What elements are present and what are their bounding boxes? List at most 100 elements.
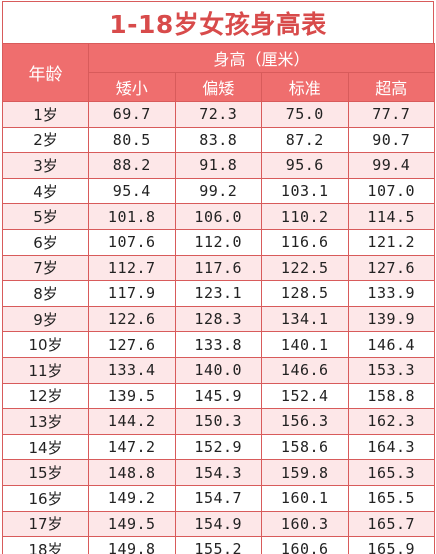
age-cell: 11岁: [2, 356, 89, 384]
table-row: 7岁 112.7 117.6 122.5 127.6: [2, 254, 436, 282]
table-row: 2岁 80.5 83.8 87.2 90.7: [2, 126, 436, 154]
age-cell: 9岁: [2, 305, 89, 333]
height-cell-tall: 153.3: [347, 356, 436, 384]
age-cell: 8岁: [2, 280, 89, 307]
height-cell-below-average: 154.9: [174, 510, 262, 538]
age-cell: 18岁: [2, 536, 89, 554]
height-cell-short: 107.6: [88, 228, 176, 256]
height-cell-short: 148.8: [88, 459, 176, 486]
height-cell-tall: 158.8: [347, 382, 436, 410]
height-cell-standard: 122.5: [261, 254, 349, 282]
height-cell-short: 69.7: [88, 101, 176, 128]
height-cell-tall: 121.2: [347, 228, 436, 256]
height-cell-standard: 158.6: [261, 433, 349, 461]
table-row: 18岁 149.8 155.2 160.6 165.9: [2, 536, 436, 554]
height-cell-below-average: 145.9: [174, 382, 262, 410]
height-cell-tall: 90.7: [347, 126, 436, 154]
age-cell: 10岁: [2, 331, 89, 358]
height-cell-below-average: 123.1: [174, 280, 262, 307]
column-header-standard: 标准: [261, 72, 349, 102]
height-cell-below-average: 133.8: [174, 331, 262, 358]
height-cell-tall: 162.3: [347, 408, 436, 435]
height-table: 年龄 身高（厘米） 矮小 偏矮 标准 超高 1岁 69.7 72.3 75.0 77.7…: [2, 43, 436, 554]
height-cell-short: 149.8: [88, 536, 176, 554]
table-row: 5岁 101.8 106.0 110.2 114.5: [2, 203, 436, 230]
height-cell-below-average: 150.3: [174, 408, 262, 435]
height-cell-short: 133.4: [88, 356, 176, 384]
height-cell-below-average: 112.0: [174, 228, 262, 256]
height-cell-standard: 160.3: [261, 510, 349, 538]
height-cell-short: 95.4: [88, 177, 176, 205]
age-cell: 4岁: [2, 177, 89, 205]
height-cell-tall: 107.0: [347, 177, 436, 205]
age-cell: 7岁: [2, 254, 89, 282]
height-cell-short: 147.2: [88, 433, 176, 461]
height-cell-tall: 146.4: [347, 331, 436, 358]
height-cell-tall: 127.6: [347, 254, 436, 282]
height-cell-short: 139.5: [88, 382, 176, 410]
height-cell-short: 149.5: [88, 510, 176, 538]
height-cell-tall: 139.9: [347, 305, 436, 333]
age-cell: 14岁: [2, 433, 89, 461]
height-cell-tall: 165.3: [347, 459, 436, 486]
height-cell-standard: 159.8: [261, 459, 349, 486]
height-cell-standard: 146.6: [261, 356, 349, 384]
height-cell-tall: 165.9: [347, 536, 436, 554]
table-row: 3岁 88.2 91.8 95.6 99.4: [2, 152, 436, 179]
height-cell-standard: 152.4: [261, 382, 349, 410]
height-cell-standard: 110.2: [261, 203, 349, 230]
height-cell-standard: 160.6: [261, 536, 349, 554]
height-cell-short: 144.2: [88, 408, 176, 435]
age-cell: 1岁: [2, 101, 89, 128]
table-row: 8岁 117.9 123.1 128.5 133.9: [2, 280, 436, 307]
age-cell: 5岁: [2, 203, 89, 230]
table-row: 17岁 149.5 154.9 160.3 165.7: [2, 510, 436, 538]
age-cell: 17岁: [2, 510, 89, 538]
height-cell-below-average: 99.2: [174, 177, 262, 205]
height-cell-standard: 128.5: [261, 280, 349, 307]
height-cell-short: 149.2: [88, 484, 176, 512]
height-cell-tall: 114.5: [347, 203, 436, 230]
age-cell: 13岁: [2, 408, 89, 435]
height-cell-standard: 156.3: [261, 408, 349, 435]
height-cell-standard: 140.1: [261, 331, 349, 358]
table-row: 16岁 149.2 154.7 160.1 165.5: [2, 484, 436, 512]
height-cell-short: 122.6: [88, 305, 176, 333]
height-cell-short: 127.6: [88, 331, 176, 358]
table-row: 11岁 133.4 140.0 146.6 153.3: [2, 356, 436, 384]
height-cell-below-average: 155.2: [174, 536, 262, 554]
height-cell-short: 101.8: [88, 203, 176, 230]
age-column-header: 年龄: [2, 43, 89, 102]
height-cell-short: 112.7: [88, 254, 176, 282]
height-cell-below-average: 117.6: [174, 254, 262, 282]
table-row: 1岁 69.7 72.3 75.0 77.7: [2, 101, 436, 128]
height-cell-standard: 116.6: [261, 228, 349, 256]
height-cell-below-average: 72.3: [174, 101, 262, 128]
height-cell-tall: 165.7: [347, 510, 436, 538]
height-cell-standard: 103.1: [261, 177, 349, 205]
age-cell: 2岁: [2, 126, 89, 154]
column-header-below-average: 偏矮: [174, 72, 262, 102]
height-cell-standard: 160.1: [261, 484, 349, 512]
table-row: 6岁 107.6 112.0 116.6 121.2: [2, 228, 436, 256]
age-cell: 15岁: [2, 459, 89, 486]
height-cell-below-average: 154.3: [174, 459, 262, 486]
table-body: 1岁 69.7 72.3 75.0 77.7 2岁 80.5 83.8 87.2 90.7 3岁 88…: [2, 101, 436, 554]
height-cell-short: 88.2: [88, 152, 176, 179]
table-row: 14岁 147.2 152.9 158.6 164.3: [2, 433, 436, 461]
age-cell: 16岁: [2, 484, 89, 512]
height-cell-tall: 165.5: [347, 484, 436, 512]
table-row: 10岁 127.6 133.8 140.1 146.4: [2, 331, 436, 358]
table-row: 15岁 148.8 154.3 159.8 165.3: [2, 459, 436, 486]
height-cell-tall: 133.9: [347, 280, 436, 307]
height-cell-tall: 164.3: [347, 433, 436, 461]
table-row: 9岁 122.6 128.3 134.1 139.9: [2, 305, 436, 333]
height-cell-short: 80.5: [88, 126, 176, 154]
height-cell-standard: 95.6: [261, 152, 349, 179]
height-cell-below-average: 154.7: [174, 484, 262, 512]
table-row: 4岁 95.4 99.2 103.1 107.0: [2, 177, 436, 205]
height-cell-tall: 99.4: [347, 152, 436, 179]
height-cell-below-average: 128.3: [174, 305, 262, 333]
height-cell-below-average: 140.0: [174, 356, 262, 384]
